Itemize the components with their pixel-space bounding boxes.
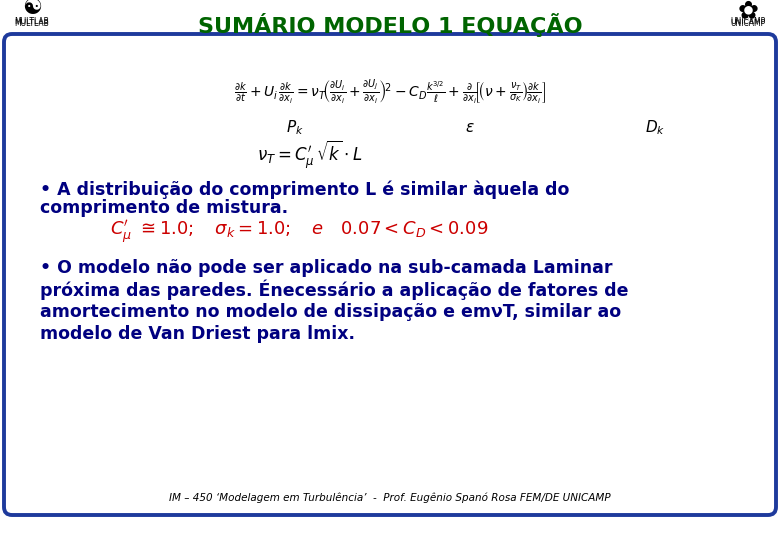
Text: MULTLAB: MULTLAB (15, 17, 49, 26)
Text: ☯: ☯ (22, 0, 42, 18)
Text: IM – 450 ‘Modelagem em Turbulência’  -  Prof. Eugênio Spanó Rosa FEM/DE UNICAMP: IM – 450 ‘Modelagem em Turbulência’ - Pr… (169, 492, 611, 503)
Text: $\nu_T = C^{\prime}_{\mu}\,\sqrt{k}\cdot L$: $\nu_T = C^{\prime}_{\mu}\,\sqrt{k}\cdot… (257, 139, 363, 171)
Text: • O modelo não pode ser aplicado na sub-camada Laminar: • O modelo não pode ser aplicado na sub-… (40, 259, 612, 277)
Text: $C^{\prime}_{\mu}\ \cong 1.0;$$\ \ \ \sigma_k = 1.0;$$\ \ \ e\ \ \ 0.07 < C_D < : $C^{\prime}_{\mu}\ \cong 1.0;$$\ \ \ \si… (110, 218, 488, 246)
Text: modelo de Van Driest para lmix.: modelo de Van Driest para lmix. (40, 325, 355, 343)
Text: $P_k$: $P_k$ (286, 119, 304, 137)
Text: comprimento de mistura.: comprimento de mistura. (40, 199, 288, 217)
Text: • A distribuição do comprimento L é similar àquela do: • A distribuição do comprimento L é simi… (40, 181, 569, 199)
Text: $D_k$: $D_k$ (645, 119, 665, 137)
Text: amortecimento no modelo de dissipação e emνT, similar ao: amortecimento no modelo de dissipação e … (40, 303, 621, 321)
Circle shape (18, 0, 46, 26)
Text: ✿: ✿ (738, 0, 758, 23)
FancyBboxPatch shape (4, 34, 776, 515)
Text: UNICAMP: UNICAMP (730, 19, 766, 29)
Text: MULTLAB: MULTLAB (15, 19, 49, 29)
Text: próxima das paredes. Énecessário a aplicação de fatores de: próxima das paredes. Énecessário a aplic… (40, 280, 629, 300)
Text: $\frac{\partial k}{\partial t} + U_i\,\frac{\partial k}{\partial x_i} = \nu_T\!\: $\frac{\partial k}{\partial t} + U_i\,\f… (234, 77, 546, 106)
Text: UNICAMP: UNICAMP (730, 17, 766, 26)
Text: SUMÁRIO MODELO 1 EQUAÇÃO: SUMÁRIO MODELO 1 EQUAÇÃO (197, 13, 583, 37)
Text: $\varepsilon$: $\varepsilon$ (465, 120, 475, 136)
